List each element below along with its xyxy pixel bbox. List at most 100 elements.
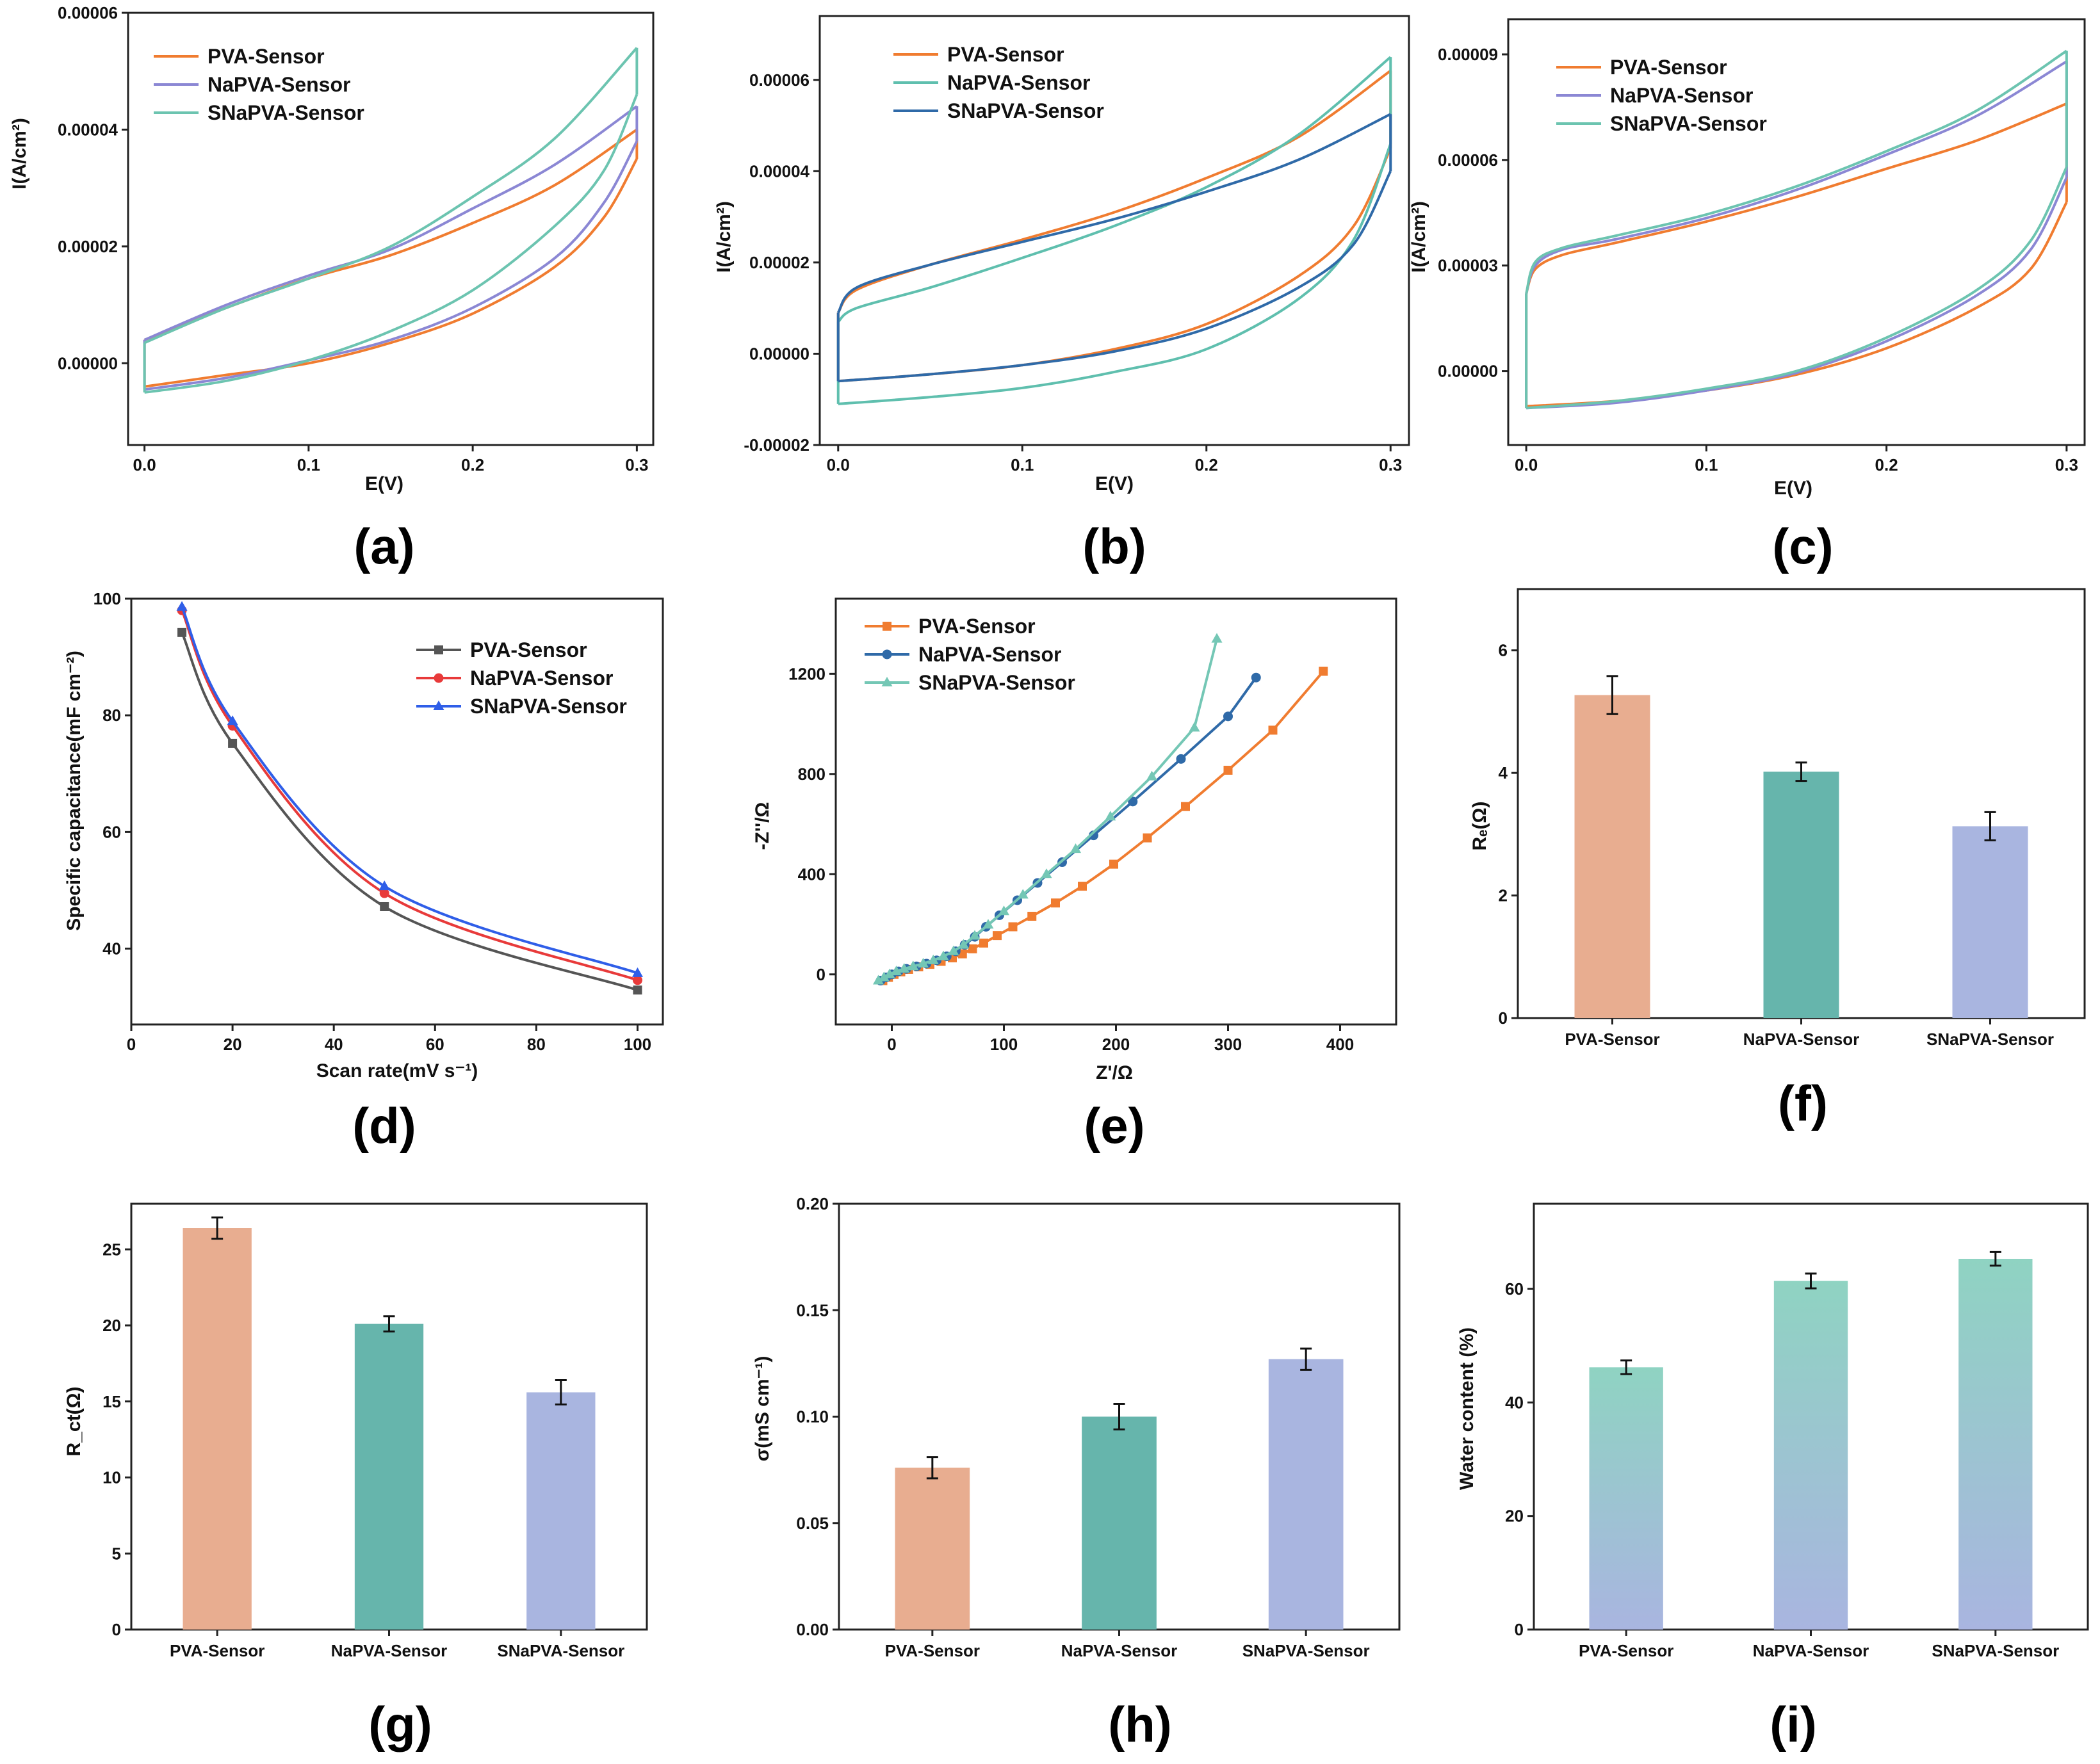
legend-label: SNaPVA-Sensor [947,99,1104,122]
capacitance-point [378,880,390,891]
category-label: SNaPVA-Sensor [1242,1641,1370,1660]
nyquist-point [1251,672,1261,683]
panel-label-g: (g) [368,1696,432,1752]
ytick-label-d: 60 [102,822,121,841]
xtick-label-d: 80 [527,1035,546,1054]
nyquist-point [891,966,902,976]
ytick-label-d: 100 [94,589,121,608]
ylabel-d: Specific capacitance(mF cm⁻²) [63,651,85,931]
ytick-label-c: 0.00009 [1438,45,1498,64]
ytick-label-d: 40 [102,939,121,959]
panel-label-d: (d) [352,1097,416,1154]
category-label: NaPVA-Sensor [331,1641,448,1660]
nyquist-point [908,960,919,971]
nyquist-point [979,938,988,948]
cv-curve-lower [1526,201,2068,408]
panel-label-i: (i) [1770,1696,1817,1752]
xtick-label-b: 0.1 [1011,455,1034,474]
nyquist-point [1223,711,1233,722]
ytick-label-e: 1200 [788,664,826,683]
nyquist-point [1078,882,1087,891]
nyquist-point [1176,754,1186,764]
nyquist-point [1070,843,1081,854]
ytick-label-f: 0 [1499,1008,1508,1028]
xlabel-d: Scan rate(mV s⁻¹) [316,1060,478,1081]
ytick-label-g: 15 [102,1392,121,1411]
ytick-label-b: 0.00000 [749,344,810,363]
nyquist-point [1146,770,1157,781]
ytick-label-d: 80 [102,706,121,725]
capacitance-point [380,902,389,911]
nyquist-point [969,930,981,940]
category-label: PVA-Sensor [1579,1641,1673,1660]
panel-i: Water content (%) (i) 0 20 40 60 PVA-Sensor N… [1456,1202,2089,1752]
xtick-label-d: 40 [325,1035,343,1054]
plot-frame-b [818,15,1410,446]
plot-frame-a [127,12,655,446]
ytick-label-g: 5 [112,1544,121,1563]
xtick-label-e: 200 [1102,1035,1130,1054]
xtick-label-a: 0.2 [461,455,484,474]
cv-curve-lower [1526,166,2068,410]
xlabel-e: Z'/Ω [1096,1062,1133,1083]
bar-snapva-sensor [1268,1359,1344,1630]
nyquist-line [879,677,1257,982]
xtick-label-b: 0.2 [1195,455,1218,474]
xtick-label-c: 0.3 [2055,455,2078,474]
ytick-label-i: 20 [1505,1507,1524,1526]
panel-b: I(A/cm²) E(V) (b) 0.0 0.1 0.2 0.3 -0.00002 0.… [713,15,1410,574]
xtick-label-a: 0.1 [297,455,320,474]
ytick-label-f: 2 [1499,886,1508,905]
nyquist-point [993,931,1002,941]
cv-curve-lower [144,158,639,388]
panel-g: R_ct(Ω) (g) 0 5 10 15 20 25 PVA-Sensor NaPVA-Se… [63,1202,648,1752]
panel-d: Specific capacitance(mF cm⁻²) Scan rate(… [63,589,664,1154]
category-label: SNaPVA-Sensor [1926,1030,2054,1049]
capacitance-point [379,888,389,898]
cv-curve-upper [143,105,638,341]
capacitance-point [228,738,238,748]
ytick-label-a: 0.00006 [58,3,118,22]
xtick-label-a: 0.0 [133,455,156,474]
legend-label: PVA-Sensor [1610,56,1727,79]
legend-label: PVA-Sensor [947,43,1064,66]
ylabel-i: Water content (%) [1456,1327,1477,1490]
ytick-label-g: 0 [112,1620,121,1639]
nyquist-point [1109,859,1118,869]
legend-marker [434,673,444,683]
cv-curve-upper [837,56,1392,323]
ylabel-f: Rₑ(Ω) [1469,802,1490,851]
legend-label: SNaPVA-Sensor [470,695,627,718]
cv-curve-lower [838,147,1392,383]
ytick-label-h: 0.00 [796,1620,829,1639]
ytick-label-i: 0 [1515,1620,1524,1639]
panel-label-b: (b) [1082,518,1146,574]
panel-label-h: (h) [1108,1696,1172,1752]
legend-label: NaPVA-Sensor [208,73,350,96]
category-label: PVA-Sensor [170,1641,265,1660]
xlabel-c: E(V) [1774,478,1812,499]
capacitance-line [181,606,639,975]
ylabel-b: I(A/cm²) [713,201,735,273]
cv-curve-upper [1525,102,2067,295]
bar-pva-sensor [895,1468,970,1630]
ytick-label-b: -0.00002 [744,435,810,455]
ytick-label-c: 0.00006 [1438,150,1498,170]
cv-curve-lower [144,140,639,391]
xtick-label-d: 60 [426,1035,444,1054]
xtick-label-e: 300 [1214,1035,1242,1054]
ytick-label-g: 20 [102,1316,121,1335]
bar-napva-sensor [1082,1416,1157,1630]
nyquist-point [873,975,884,985]
category-label: NaPVA-Sensor [1753,1641,1869,1660]
capacitance-point [177,627,187,637]
legend-label: PVA-Sensor [470,638,587,661]
nyquist-point [927,954,939,964]
legend-marker [881,677,893,686]
bar-snapva-sensor [1952,826,2028,1018]
nyquist-point [998,905,1009,916]
xtick-label-d: 0 [127,1035,136,1054]
category-label: PVA-Sensor [1565,1030,1659,1049]
nyquist-point [918,957,929,967]
